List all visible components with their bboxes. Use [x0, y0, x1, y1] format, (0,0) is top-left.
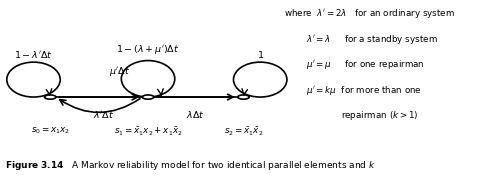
Text: $1$: $1$ — [257, 49, 264, 60]
Text: $s_2 = \bar{x}_1 \bar{x}_2$: $s_2 = \bar{x}_1 \bar{x}_2$ — [224, 125, 263, 138]
Text: $1 - (\lambda + \mu')\Delta t$: $1 - (\lambda + \mu')\Delta t$ — [116, 43, 180, 56]
Circle shape — [142, 95, 154, 99]
Text: $\lambda' = \lambda$     for a standby system: $\lambda' = \lambda$ for a standby syste… — [306, 33, 438, 46]
Text: repairman ($k > 1$): repairman ($k > 1$) — [341, 109, 419, 122]
Text: where  $\lambda' = 2\lambda$   for an ordinary system: where $\lambda' = 2\lambda$ for an ordin… — [284, 7, 455, 20]
Text: $s_0 = x_1 x_2$: $s_0 = x_1 x_2$ — [31, 125, 70, 136]
Text: $\mu' = k\mu$  for more than one: $\mu' = k\mu$ for more than one — [306, 84, 422, 97]
Text: $1 - \lambda'\Delta t$: $1 - \lambda'\Delta t$ — [14, 49, 53, 60]
Text: $\mu'\Delta t$: $\mu'\Delta t$ — [109, 65, 130, 78]
Circle shape — [238, 95, 249, 99]
Text: $s_1 = \bar{x}_1 x_2 + x_1 \bar{x}_2$: $s_1 = \bar{x}_1 x_2 + x_1 \bar{x}_2$ — [113, 125, 183, 138]
Circle shape — [44, 95, 56, 99]
Text: $\mathbf{Figure\ 3.14}$   A Markov reliability model for two identical parallel : $\mathbf{Figure\ 3.14}$ A Markov reliabi… — [5, 159, 376, 172]
Text: $\mu' = \mu$     for one repairman: $\mu' = \mu$ for one repairman — [306, 58, 425, 71]
Text: $\lambda'\Delta t$: $\lambda'\Delta t$ — [93, 109, 114, 120]
Text: $\lambda\Delta t$: $\lambda\Delta t$ — [187, 109, 205, 120]
